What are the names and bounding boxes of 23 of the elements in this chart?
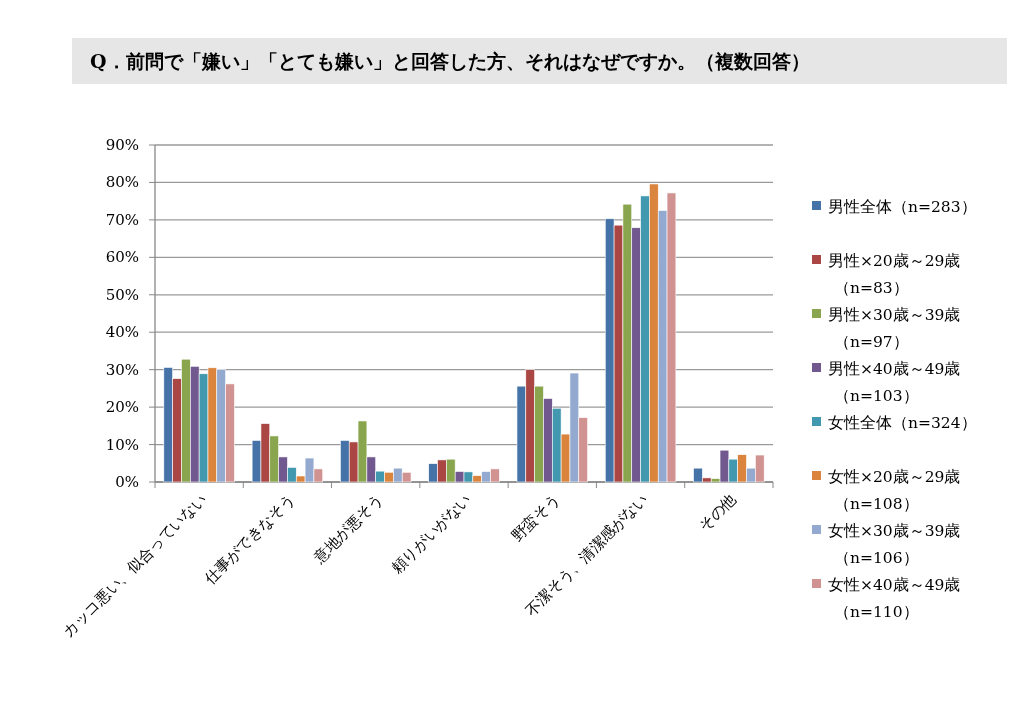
- legend-label: 男性×40歳～49歳（n=103）: [828, 360, 961, 405]
- y-tick-label: 50%: [105, 285, 139, 304]
- legend-label: 男性×30歳～39歳（n=97）: [828, 306, 961, 351]
- y-tick-label: 70%: [105, 210, 139, 229]
- y-tick-label: 40%: [105, 323, 139, 342]
- y-tick-label: 10%: [105, 435, 139, 454]
- legend-label: 女性全体（n=324）: [828, 414, 977, 432]
- y-tick-label: 80%: [105, 173, 139, 192]
- legend-label: 男性×20歳～29歳（n=83）: [828, 252, 961, 297]
- y-tick-label: 0%: [115, 473, 139, 491]
- x-tick-label: 意地が悪そう: [309, 490, 387, 568]
- x-tick-label: 頼りがいがない: [387, 490, 475, 578]
- x-tick-label: 野蛮そう: [507, 490, 564, 546]
- legend-label: 女性×20歳～29歳（n=108）: [828, 468, 961, 513]
- legend-label: 男性全体（n=283）: [828, 198, 977, 216]
- y-tick-label: 60%: [105, 248, 139, 267]
- chart-title: Q．前問で「嫌い」「とても嫌い」と回答した方、それはなぜですか。（複数回答）: [90, 50, 810, 72]
- x-tick-label: その他: [695, 490, 740, 535]
- legend-label: 女性×30歳～39歳（n=106）: [828, 522, 961, 567]
- legend-label: 女性×40歳～49歳（n=110）: [828, 576, 961, 621]
- y-tick-label: 90%: [105, 136, 139, 154]
- y-tick-label: 30%: [105, 360, 139, 379]
- y-tick-label: 20%: [105, 398, 139, 417]
